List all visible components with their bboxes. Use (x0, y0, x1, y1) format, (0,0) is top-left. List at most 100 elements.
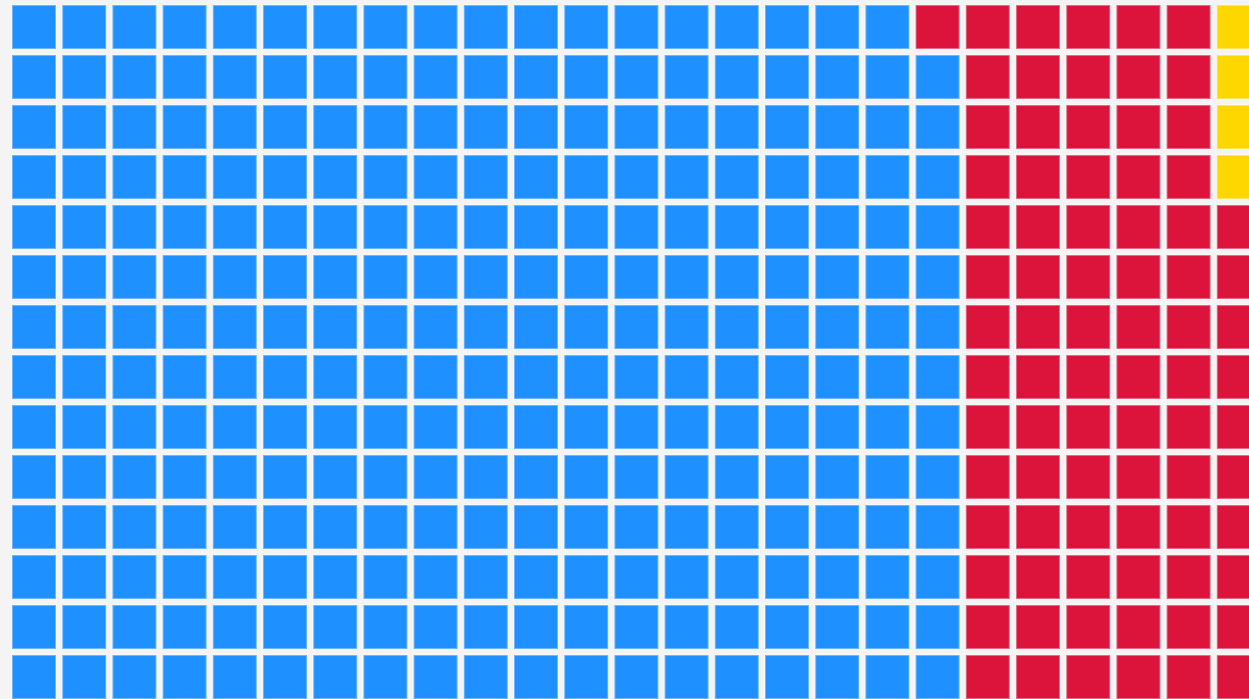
waffle-cell (663, 354, 710, 400)
waffle-cell (1165, 404, 1212, 450)
waffle-cell (513, 204, 559, 250)
waffle-cell (1215, 4, 1249, 50)
waffle-cell (462, 554, 509, 600)
waffle-cell (764, 154, 810, 200)
waffle-cell (412, 604, 459, 650)
waffle-cell (111, 304, 158, 350)
waffle-cell (61, 4, 108, 50)
waffle-cell (764, 654, 810, 699)
waffle-cell (11, 354, 57, 400)
waffle-cell (11, 504, 57, 550)
waffle-cell (914, 4, 961, 50)
waffle-cell (1115, 154, 1162, 200)
waffle-cell (161, 554, 208, 600)
waffle-cell (1165, 254, 1212, 300)
waffle-cell (613, 54, 660, 100)
waffle-cell (864, 4, 911, 50)
waffle-cell (814, 4, 861, 50)
waffle-cell (864, 154, 911, 200)
waffle-cell (1215, 454, 1249, 500)
waffle-cell (1015, 154, 1061, 200)
waffle-cell (61, 354, 108, 400)
waffle-cell (1115, 504, 1162, 550)
waffle-cell (613, 304, 660, 350)
waffle-cell (764, 104, 810, 150)
waffle-cell (111, 354, 158, 400)
waffle-cell (563, 354, 610, 400)
waffle-cell (161, 654, 208, 699)
waffle-cell (513, 404, 559, 450)
waffle-cell (11, 604, 57, 650)
waffle-cell (61, 404, 108, 450)
waffle-cell (161, 4, 208, 50)
waffle-cell (362, 154, 409, 200)
waffle-cell (764, 404, 810, 450)
waffle-cell (513, 354, 559, 400)
waffle-cell (161, 454, 208, 500)
waffle-cell (1115, 4, 1162, 50)
waffle-cell (1165, 304, 1212, 350)
waffle-cell (11, 54, 57, 100)
waffle-cell (61, 54, 108, 100)
waffle-cell (663, 554, 710, 600)
waffle-cell (1015, 404, 1061, 450)
waffle-cell (764, 254, 810, 300)
waffle-cell (462, 604, 509, 650)
waffle-cell (462, 404, 509, 450)
waffle-cell (412, 654, 459, 699)
waffle-cell (312, 204, 359, 250)
waffle-cell (513, 304, 559, 350)
waffle-cell (111, 554, 158, 600)
waffle-cell (61, 204, 108, 250)
waffle-cell (964, 404, 1011, 450)
waffle-cell (864, 554, 911, 600)
waffle-cell (412, 454, 459, 500)
waffle-cell (663, 4, 710, 50)
waffle-cell (312, 554, 359, 600)
waffle-cell (563, 504, 610, 550)
waffle-cell (713, 454, 760, 500)
waffle-cell (362, 554, 409, 600)
waffle-cell (1065, 654, 1112, 699)
waffle-cell (1015, 654, 1061, 699)
waffle-cell (1115, 654, 1162, 699)
waffle-cell (1015, 104, 1061, 150)
waffle-cell (613, 604, 660, 650)
waffle-cell (814, 154, 861, 200)
waffle-cell (864, 654, 911, 699)
waffle-cell (713, 304, 760, 350)
waffle-cell (61, 454, 108, 500)
waffle-cell (111, 204, 158, 250)
waffle-cell (111, 404, 158, 450)
waffle-cell (513, 4, 559, 50)
waffle-cell (312, 404, 359, 450)
waffle-cell (1165, 354, 1212, 400)
waffle-cell (613, 154, 660, 200)
waffle-cell (864, 304, 911, 350)
waffle-cell (914, 354, 961, 400)
waffle-cell (362, 304, 409, 350)
waffle-cell (613, 4, 660, 50)
waffle-cell (111, 504, 158, 550)
waffle-cell (914, 254, 961, 300)
waffle-cell (362, 104, 409, 150)
waffle-cell (663, 504, 710, 550)
waffle-cell (262, 304, 308, 350)
waffle-cell (814, 604, 861, 650)
waffle-cell (1215, 404, 1249, 450)
waffle-cell (61, 304, 108, 350)
waffle-cell (462, 4, 509, 50)
waffle-cell (1165, 104, 1212, 150)
waffle-cell (1065, 354, 1112, 400)
waffle-cell (211, 554, 258, 600)
waffle-cell (513, 604, 559, 650)
waffle-cell (61, 154, 108, 200)
waffle-cell (964, 4, 1011, 50)
waffle-cell (1115, 304, 1162, 350)
waffle-cell (613, 104, 660, 150)
waffle-cell (262, 554, 308, 600)
waffle-cell (362, 604, 409, 650)
waffle-cell (713, 354, 760, 400)
waffle-cell (1015, 604, 1061, 650)
